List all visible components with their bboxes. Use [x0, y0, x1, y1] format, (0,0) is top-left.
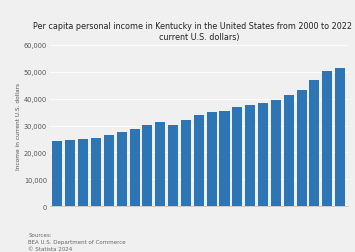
Bar	[104, 135, 114, 207]
Bar	[219, 112, 230, 207]
Bar	[194, 116, 204, 207]
Text: Sources:
BEA U.S. Department of Commerce
© Statista 2024: Sources: BEA U.S. Department of Commerce…	[28, 233, 126, 251]
Bar	[130, 129, 140, 207]
Bar	[271, 101, 281, 207]
Bar	[65, 141, 75, 207]
Bar	[155, 122, 165, 207]
Title: Per capita personal income in Kentucky in the United States from 2000 to 2022 (i: Per capita personal income in Kentucky i…	[33, 22, 355, 42]
Y-axis label: Income in current U.S. dollars: Income in current U.S. dollars	[16, 83, 21, 169]
Bar	[258, 104, 268, 207]
Bar	[91, 138, 101, 207]
Bar	[335, 68, 345, 207]
Bar	[168, 125, 178, 207]
Bar	[181, 121, 191, 207]
Bar	[284, 95, 294, 207]
Bar	[232, 108, 242, 207]
Bar	[245, 105, 255, 207]
Bar	[117, 133, 127, 207]
Bar	[322, 71, 332, 207]
Bar	[142, 125, 152, 207]
Bar	[53, 142, 62, 207]
Bar	[207, 113, 217, 207]
Bar	[78, 140, 88, 207]
Bar	[310, 81, 320, 207]
Bar	[297, 91, 307, 207]
